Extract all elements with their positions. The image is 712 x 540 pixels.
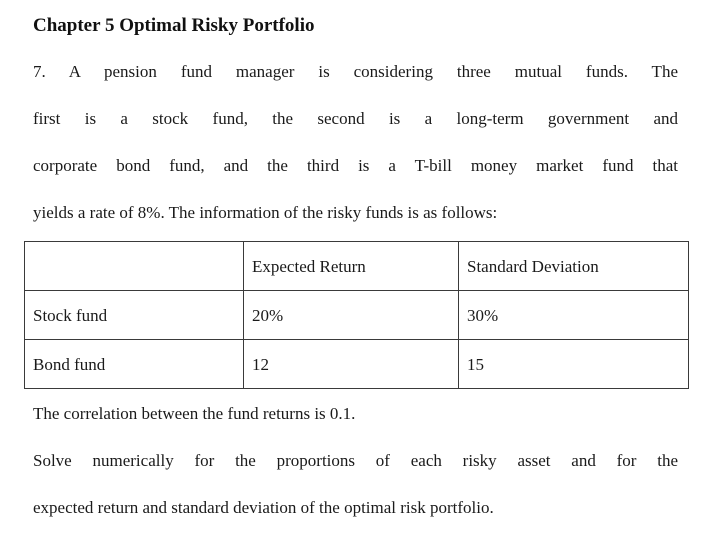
- table-row-stock-fund: Stock fund 20% 30%: [24, 290, 689, 340]
- cell-fund-label: Stock fund: [24, 290, 244, 340]
- paragraph-line: yields a rate of 8%. The information of …: [33, 203, 498, 222]
- page-title: Chapter 5 Optimal Risky Portfolio: [33, 15, 315, 36]
- cell-expected-return: 12: [243, 339, 459, 389]
- paragraph-line: Solve numerically for the proportions of…: [33, 451, 678, 470]
- header-expected-return: Expected Return: [243, 241, 459, 291]
- table-row-bond-fund: Bond fund 12 15: [24, 339, 689, 389]
- paragraph-line: corporate bond fund, and the third is a …: [33, 156, 678, 175]
- problem-statement: 7. A pension fund manager is considering…: [33, 48, 678, 236]
- paragraph-line: first is a stock fund, the second is a l…: [33, 109, 678, 128]
- correlation-note: The correlation between the fund returns…: [33, 404, 356, 423]
- cell-standard-deviation: 15: [458, 339, 689, 389]
- table-header-row: Expected Return Standard Deviation: [24, 241, 689, 291]
- header-empty-cell: [24, 241, 244, 291]
- task-statement: Solve numerically for the proportions of…: [33, 437, 678, 531]
- cell-fund-label: Bond fund: [24, 339, 244, 389]
- cell-standard-deviation: 30%: [458, 290, 689, 340]
- paragraph-line: 7. A pension fund manager is considering…: [33, 62, 678, 81]
- risky-funds-table: Expected Return Standard Deviation Stock…: [24, 241, 689, 389]
- header-standard-deviation: Standard Deviation: [458, 241, 689, 291]
- cell-expected-return: 20%: [243, 290, 459, 340]
- paragraph-line: expected return and standard deviation o…: [33, 498, 494, 517]
